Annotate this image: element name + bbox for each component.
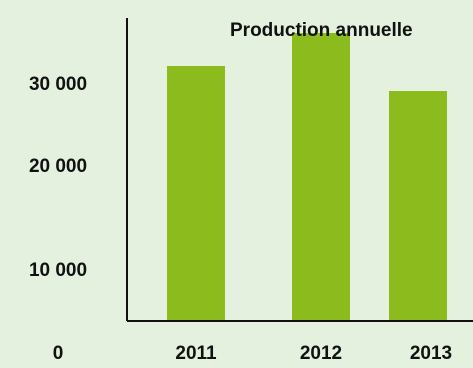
y-tick-label-0: 0 (53, 343, 64, 364)
y-tick-label-20000: 20 000 (29, 156, 87, 177)
y-tick-label-10000: 10 000 (29, 260, 87, 281)
bar-2013 (389, 91, 447, 321)
bar-2011 (167, 66, 225, 321)
x-tick-label-2012: 2012 (300, 343, 342, 364)
chart-title: Production annuelle (230, 20, 413, 41)
x-tick-label-2013: 2013 (410, 343, 452, 364)
bar-2012 (292, 33, 350, 321)
y-tick-label-30000: 30 000 (29, 74, 87, 95)
x-tick-label-2011: 2011 (175, 343, 217, 364)
bars-group (167, 33, 447, 321)
